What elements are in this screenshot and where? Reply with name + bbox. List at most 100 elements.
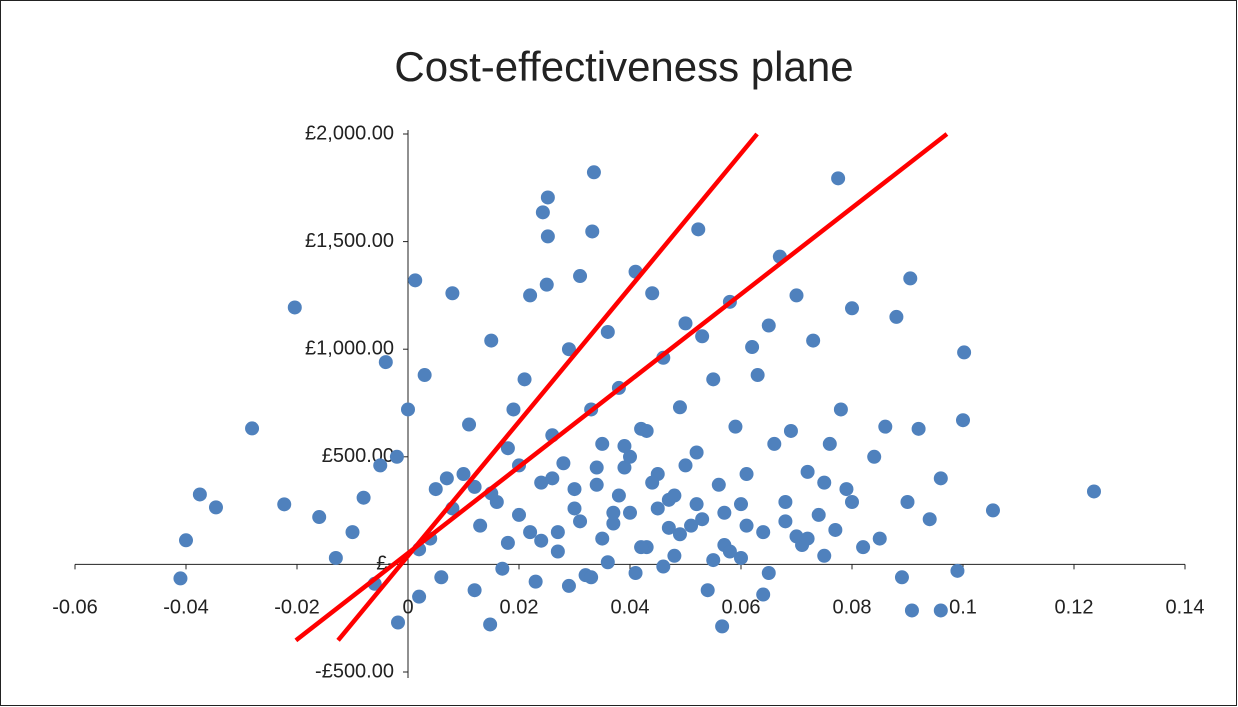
point	[567, 482, 582, 497]
point	[179, 533, 193, 548]
point	[750, 368, 765, 383]
point	[894, 570, 909, 585]
point	[389, 449, 404, 464]
point	[689, 497, 704, 512]
point	[483, 617, 498, 632]
point	[661, 520, 676, 535]
point	[606, 505, 621, 520]
point	[756, 525, 771, 540]
point	[595, 436, 610, 451]
x-tick-label: 0.14	[1166, 597, 1205, 619]
point	[556, 456, 571, 471]
point	[878, 419, 893, 434]
point	[634, 540, 649, 555]
point	[617, 460, 632, 475]
point	[667, 548, 682, 563]
point	[523, 525, 538, 540]
y-tick-label: £1,000.00	[305, 337, 394, 359]
point	[933, 471, 948, 486]
point	[617, 439, 632, 454]
point	[401, 402, 415, 417]
point	[689, 445, 704, 460]
point	[695, 329, 710, 344]
point	[1086, 484, 1101, 499]
point	[711, 477, 726, 492]
point	[584, 570, 599, 585]
point	[856, 540, 871, 555]
point	[345, 525, 360, 540]
point	[589, 477, 604, 492]
point	[956, 413, 970, 428]
point	[678, 316, 693, 331]
point	[950, 563, 965, 578]
point	[761, 318, 776, 333]
point	[595, 531, 610, 546]
point	[412, 589, 427, 604]
point	[761, 566, 776, 581]
x-tick-label: 0.06	[722, 597, 761, 619]
point	[623, 505, 637, 520]
point	[645, 475, 660, 490]
point	[650, 501, 665, 516]
point	[585, 224, 600, 239]
point	[645, 286, 660, 301]
point	[839, 482, 854, 497]
point	[789, 288, 804, 303]
point	[573, 514, 588, 529]
y-tick-label: -£500.00	[315, 660, 394, 682]
point	[434, 570, 449, 585]
point	[889, 309, 904, 324]
point	[739, 518, 754, 533]
point	[534, 533, 549, 548]
point	[715, 619, 730, 634]
point	[739, 467, 754, 482]
point	[957, 345, 972, 360]
point	[672, 400, 687, 415]
point	[789, 529, 804, 544]
point	[445, 286, 460, 301]
point	[600, 324, 615, 339]
point	[667, 488, 682, 503]
point	[656, 559, 671, 574]
point	[672, 527, 687, 542]
chart-title: Cost-effectiveness plane	[394, 43, 853, 90]
point	[528, 574, 543, 589]
x-tick-label: 0.1	[949, 597, 977, 619]
point	[500, 441, 515, 456]
point	[706, 553, 721, 568]
point	[378, 355, 393, 370]
point	[800, 531, 815, 546]
point	[833, 402, 848, 417]
point	[811, 507, 826, 522]
point	[495, 561, 510, 576]
point	[467, 583, 482, 598]
point	[439, 471, 454, 486]
point	[684, 518, 699, 533]
point	[586, 165, 601, 180]
point	[550, 525, 565, 540]
point	[922, 512, 937, 527]
point	[523, 288, 538, 303]
point	[535, 205, 550, 220]
point	[539, 277, 554, 292]
point	[745, 340, 760, 355]
x-tick-label: 0.02	[500, 597, 539, 619]
point	[550, 544, 565, 559]
point	[845, 494, 859, 509]
x-tick-label: 0	[402, 597, 413, 619]
point	[589, 460, 604, 475]
x-tick-label: 0.12	[1055, 597, 1094, 619]
point	[534, 475, 549, 490]
point	[462, 417, 477, 432]
point	[428, 482, 443, 497]
point	[985, 503, 1000, 518]
point	[456, 467, 471, 482]
point	[867, 449, 882, 464]
point	[933, 603, 948, 618]
point	[734, 550, 748, 565]
point	[287, 300, 302, 315]
point	[828, 522, 843, 537]
point	[734, 497, 748, 512]
